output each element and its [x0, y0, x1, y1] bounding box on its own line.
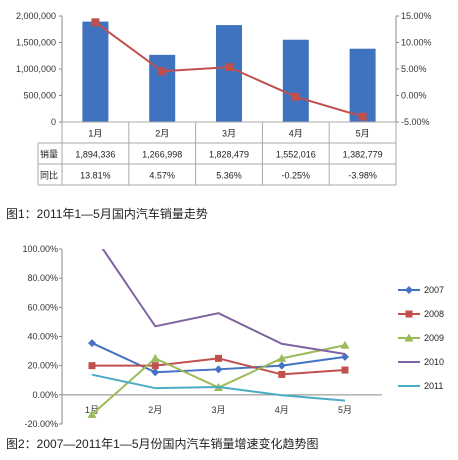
chart2-point-2009-5: [340, 340, 350, 349]
chart1-yoy-line: [91, 18, 367, 121]
chart1-y-tick-label: 500,000: [23, 91, 56, 101]
chart1-y2-ticks: -5.00% 0.00% 5.00% 10.00% 15.00%: [396, 11, 432, 127]
chart1-yoy-point-4: [291, 92, 300, 101]
chart1-table-cell: 4.57%: [149, 171, 175, 181]
chart1-y2-tick-label: 15.00%: [401, 11, 432, 21]
chart1-yoy-point-5: [358, 112, 367, 121]
chart2-point-2008-5: [341, 366, 349, 374]
chart1-y-tick-label: 1,000,000: [16, 64, 56, 74]
chart1-table-cell: -3.98%: [348, 171, 377, 181]
chart2-point-2009-2: [150, 353, 160, 362]
chart1-yoy-point-2: [158, 67, 167, 76]
chart1-bar-3: [216, 25, 242, 122]
chart2-line-2010: [101, 249, 346, 355]
chart2-point-2007-1: [88, 339, 96, 348]
chart2-legend-marker: [405, 286, 413, 294]
chart1-table-cell: 5.36%: [216, 171, 242, 181]
chart2-series-group: [87, 249, 350, 419]
chart1-table-cell: 1,382,779: [343, 150, 383, 160]
chart1-y2-tick-label: 0.00%: [401, 91, 427, 101]
chart2-point-2007-5: [341, 352, 349, 361]
chart2-caption: 图2：2007—2011年1—5月份国内汽车销量增速变化趋势图: [6, 436, 319, 451]
chart1-y-tick-label: 0: [51, 117, 56, 127]
chart2-x-tick-label: 1月: [85, 405, 99, 415]
chart1-bar-4: [282, 39, 309, 123]
chart2-y-tick-label: 60.00%: [27, 302, 58, 312]
chart2-legend: 2007 2008 2009 2010 2011: [398, 285, 444, 391]
chart2-point-2008-3: [215, 354, 222, 362]
chart2-point-2008-1: [88, 362, 96, 370]
chart2: -20.00% 0.00% 20.00% 40.00% 60.00% 80.00% 100.…: [6, 244, 444, 451]
chart2-x-tick-label: 2月: [148, 405, 162, 415]
chart1-y2-tick-label: 5.00%: [401, 64, 427, 74]
chart2-y-tick-label: 100.00%: [22, 244, 58, 254]
chart1-table-cell: -0.25%: [282, 171, 311, 181]
chart1-table-row-label: 销量: [40, 149, 58, 160]
chart2-y-tick-label: 40.00%: [27, 332, 58, 342]
chart2-point-2009-4: [277, 353, 287, 362]
chart2-point-2008-2: [151, 362, 159, 370]
chart2-legend-label-2007: 2007: [424, 285, 444, 295]
chart2-y-tick-label: 20.00%: [27, 361, 58, 371]
chart1-bar-1: [82, 21, 109, 123]
chart1-table-cell: 1,266,998: [142, 150, 182, 160]
chart2-x-tick-label: 5月: [338, 405, 352, 415]
chart1-bars: [82, 21, 376, 123]
chart2-legend-label-2011: 2011: [424, 381, 443, 391]
chart2-point-2008-4: [278, 370, 286, 378]
chart1-y2-tick-label: 10.00%: [401, 38, 432, 48]
chart1-y-tick-label: 2,000,000: [16, 11, 56, 21]
chart1-table-cell: 1,894,336: [75, 150, 115, 160]
chart2-line-2011: [91, 373, 346, 402]
chart2-y-tick-label: -20.00%: [24, 419, 58, 429]
chart2-y-tick-label: 0.00%: [32, 390, 58, 400]
chart1-table-cell: 1,552,016: [276, 150, 316, 160]
chart2-legend-marker: [404, 333, 414, 342]
chart2-point-2009-1: [87, 410, 97, 419]
chart1-category-label: 2月: [155, 129, 169, 139]
chart1-y-ticks: 0 500,000 1,000,000 1,500,000 2,000,000: [16, 11, 62, 127]
chart2-y-ticks: -20.00% 0.00% 20.00% 40.00% 60.00% 80.00% 100.…: [22, 244, 62, 429]
chart2-legend-marker: [405, 310, 413, 318]
chart1-y-tick-label: 1,500,000: [16, 38, 56, 48]
chart1-category-label: 3月: [222, 129, 236, 139]
chart1-caption: 图1：2011年1—5月国内汽车销量走势: [6, 206, 208, 221]
chart1-yoy-point-3: [225, 63, 233, 72]
chart1: 0 500,000 1,000,000 1,500,000 2,000,000 -5.0…: [6, 11, 432, 221]
chart2-point-2007-4: [277, 361, 286, 370]
chart2-x-tick-label: 4月: [275, 405, 289, 415]
chart2-point-2007-2: [151, 368, 160, 377]
chart2-legend-label-2010: 2010: [424, 357, 444, 367]
chart1-category-label: 5月: [356, 129, 370, 139]
chart2-legend-label-2008: 2008: [424, 309, 444, 319]
chart2-point-2007-3: [214, 365, 223, 374]
chart1-category-label: 4月: [289, 129, 303, 139]
chart1-table-row-label: 同比: [40, 170, 58, 181]
chart1-table-cell: 13.81%: [80, 171, 111, 181]
chart1-category-label: 1月: [88, 129, 102, 139]
chart2-lines: [87, 249, 350, 419]
chart1-y2-tick-label: -5.00%: [401, 117, 430, 127]
chart2-y-tick-label: 80.00%: [27, 273, 58, 283]
chart2-x-tick-label: 3月: [211, 405, 225, 415]
chart1-yoy-point-1: [91, 18, 100, 27]
chart1-bar-5: [349, 48, 376, 123]
chart2-legend-label-2009: 2009: [424, 333, 444, 343]
chart1-table-cell: 1,828,479: [209, 150, 249, 160]
